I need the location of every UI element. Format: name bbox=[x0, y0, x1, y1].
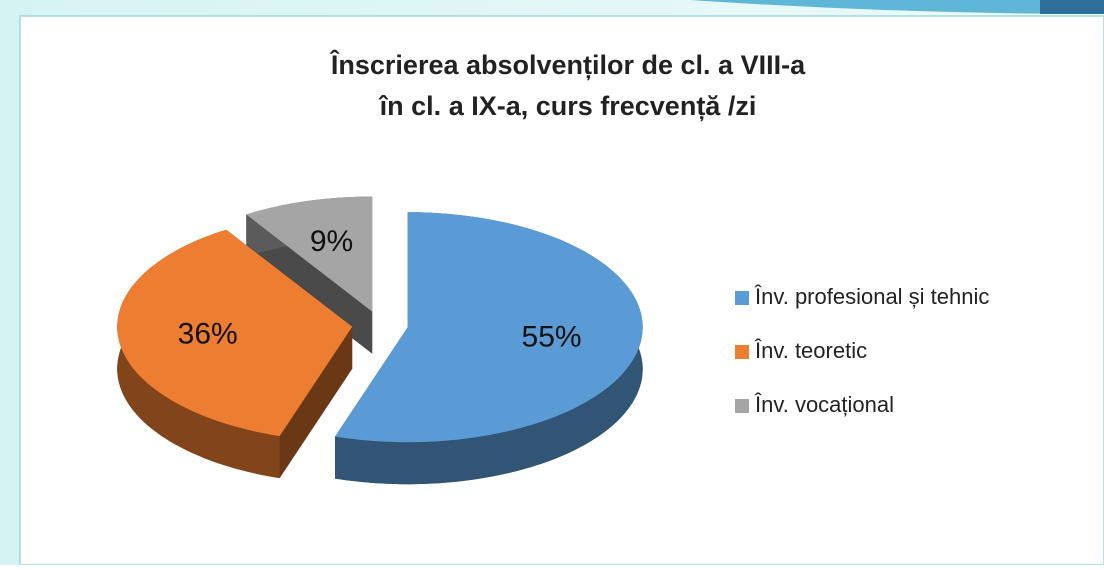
decoration bbox=[690, 0, 1104, 14]
legend-label: Înv. vocațional bbox=[754, 392, 894, 417]
data-label: 36% bbox=[178, 318, 238, 351]
legend-label: Înv. profesional și tehnic bbox=[754, 284, 989, 309]
data-label: 9% bbox=[310, 225, 353, 258]
decoration bbox=[1040, 0, 1104, 14]
legend-swatch bbox=[735, 399, 749, 413]
data-label: 55% bbox=[522, 320, 582, 353]
slice bbox=[335, 212, 643, 443]
chart-title: în cl. a IX-a, curs frecvență /zi bbox=[378, 91, 757, 121]
legend-swatch bbox=[735, 345, 749, 359]
legend-swatch bbox=[735, 291, 749, 305]
slice-cut-face bbox=[279, 326, 353, 479]
legend-label: Înv. teoretic bbox=[754, 338, 867, 363]
chart-title: Înscrierea absolvenților de cl. a VIII-a bbox=[329, 49, 806, 80]
slice bbox=[117, 229, 353, 437]
slice bbox=[246, 196, 373, 312]
